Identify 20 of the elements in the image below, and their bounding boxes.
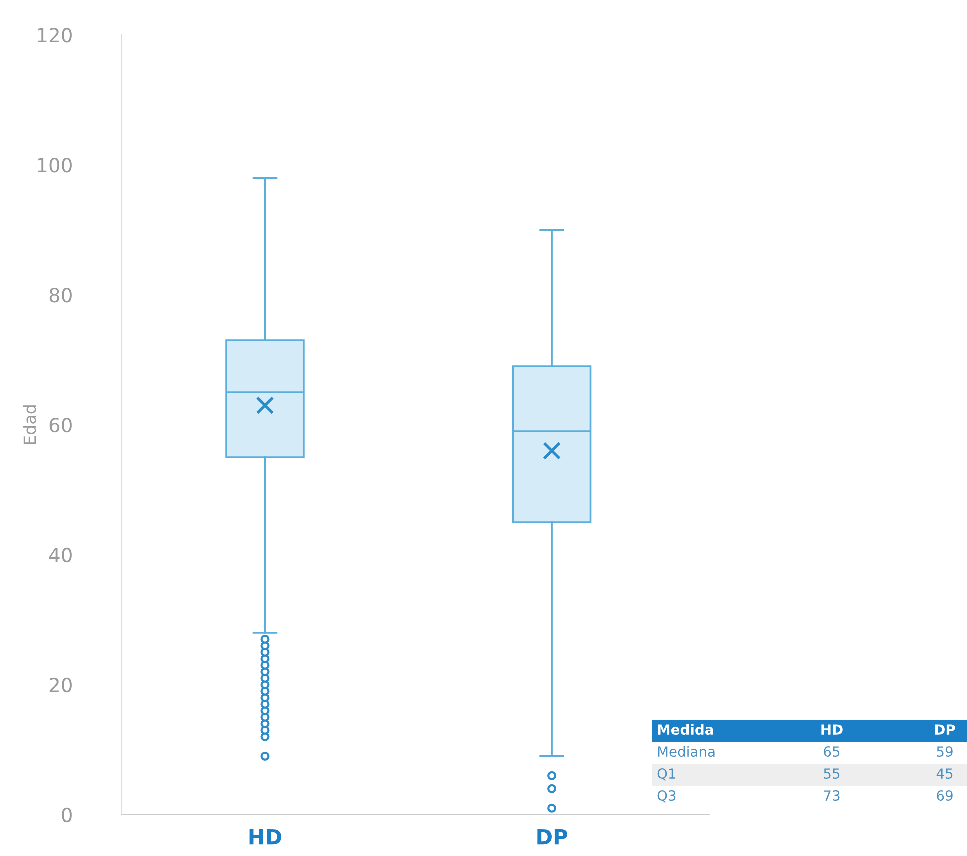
text: DP: [935, 724, 956, 735]
y-tick-label: 40: [49, 548, 72, 563]
text: 69: [937, 790, 953, 802]
y-tick-label: 20: [50, 678, 72, 693]
y-tick-label: 80: [50, 288, 72, 303]
text: 59: [937, 746, 953, 758]
text: 65: [824, 746, 840, 758]
text: 73: [824, 790, 840, 802]
text: 45: [936, 768, 953, 780]
y-tick-label: 60: [50, 418, 72, 433]
annotation: Medida: [658, 724, 714, 736]
y-axis-title: Edad: [23, 406, 36, 444]
y-tick-label: 0: [62, 808, 72, 823]
y-tick-label: 120: [38, 28, 72, 43]
annotation: Q1: [658, 768, 676, 781]
y-tick-label: 100: [38, 158, 72, 173]
text: HD: [822, 724, 843, 735]
annotation: Q3: [658, 790, 676, 803]
text: 55: [824, 768, 840, 780]
annotation: Mediana: [658, 746, 715, 758]
